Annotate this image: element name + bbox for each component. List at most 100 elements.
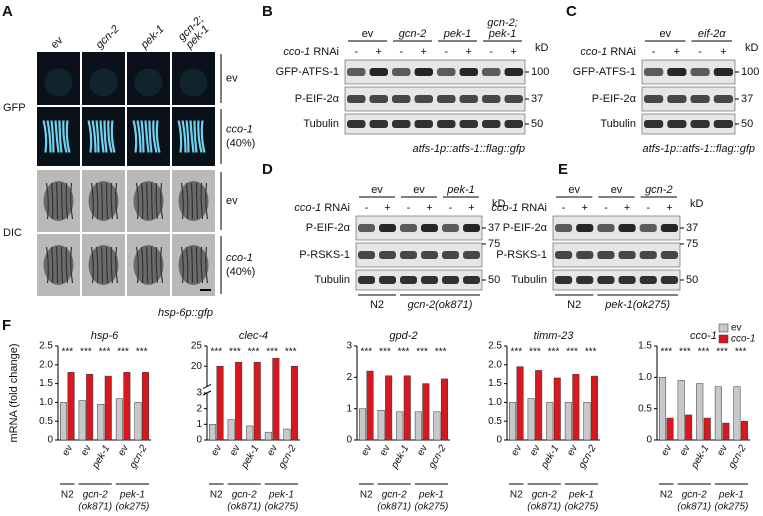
y-tick-label: 0.5 xyxy=(638,403,652,414)
bar xyxy=(123,372,131,441)
group-label: gcn-2 xyxy=(532,490,557,501)
worm-body xyxy=(110,246,114,284)
legend-swatch xyxy=(718,323,729,333)
group-allele: (ok871) xyxy=(377,502,411,513)
blot-band xyxy=(459,120,478,128)
bar xyxy=(209,424,217,441)
blot-band xyxy=(597,276,615,284)
worm-signal xyxy=(65,120,71,153)
y-tick-label: 2.5 xyxy=(39,341,53,352)
worm-body xyxy=(185,182,189,220)
worm-body xyxy=(135,182,139,220)
blot-band xyxy=(347,95,366,103)
blot-band xyxy=(459,68,478,76)
blot-band xyxy=(555,276,573,284)
blot-strip xyxy=(552,215,681,241)
worm-signal xyxy=(110,120,116,153)
blot-band xyxy=(421,224,438,232)
micrograph xyxy=(82,107,125,166)
blot-band xyxy=(639,276,657,284)
chart-title: gpd-2 xyxy=(389,330,417,342)
genotype-label: ev xyxy=(362,28,374,40)
worm-body xyxy=(100,246,104,284)
significance: *** xyxy=(379,347,391,358)
genotype-label: eif-2α xyxy=(698,28,726,40)
blot-band xyxy=(414,95,433,103)
condition-note: (40%) xyxy=(226,266,255,278)
chart-title: cco-1 xyxy=(690,330,717,342)
legend-swatch xyxy=(718,334,729,344)
significance: *** xyxy=(416,347,428,358)
genotype-label: gcn-2 xyxy=(399,28,427,40)
worm-body xyxy=(140,182,144,220)
y-tick-label: 2 xyxy=(346,372,352,383)
group-label: pek-1 xyxy=(418,490,444,501)
blot-band xyxy=(482,95,501,103)
bar xyxy=(264,431,272,441)
worm-body xyxy=(150,182,154,220)
condition-note: (40%) xyxy=(226,137,255,149)
significance: *** xyxy=(698,347,710,358)
bar xyxy=(97,404,105,441)
bar xyxy=(440,378,448,441)
lane-sign: - xyxy=(698,46,702,58)
strain-label: N2 xyxy=(567,299,581,311)
worm-body xyxy=(140,246,144,284)
significance: *** xyxy=(548,347,560,358)
x-tick-label: ev xyxy=(509,443,524,458)
bar xyxy=(86,373,94,441)
bar xyxy=(246,425,254,441)
rnai-gene: cco-1 xyxy=(283,46,310,58)
blot-strip xyxy=(355,215,483,241)
blot-band xyxy=(414,120,433,128)
rnai-text: RNAi xyxy=(313,46,339,58)
condition-label: ev xyxy=(226,195,238,207)
bar xyxy=(740,420,748,441)
worm-signal xyxy=(200,120,206,153)
kd-label: kD xyxy=(690,198,704,210)
worm-body xyxy=(155,182,159,220)
worm-body xyxy=(160,182,164,220)
significance: *** xyxy=(210,347,222,358)
worm-signal xyxy=(95,120,100,153)
worm-body xyxy=(50,246,54,284)
bar xyxy=(141,372,149,441)
blot-band xyxy=(463,251,480,259)
lane-sign: + xyxy=(582,202,588,214)
blot-row-label: P-EIF-2α xyxy=(306,222,351,234)
worm-signal xyxy=(91,120,97,153)
footer: atfs-1p::atfs-1::flag::gfp xyxy=(412,143,525,155)
worm-body xyxy=(110,182,114,220)
worm-body xyxy=(55,246,59,284)
x-tick-label: gcn-2 xyxy=(277,443,299,471)
lane-sign: + xyxy=(384,202,390,214)
column-header: pek-1 xyxy=(138,23,167,52)
x-tick-label: pek-1 xyxy=(539,443,562,471)
kd-label: kD xyxy=(535,42,549,54)
blot-band xyxy=(644,68,664,76)
x-tick-label: ev xyxy=(659,443,674,458)
bar xyxy=(553,377,561,441)
worm-signal xyxy=(181,120,187,153)
rnai-label: cco-1 RNAi xyxy=(491,202,547,214)
y-tick-label: 3 xyxy=(346,341,352,352)
worm-body xyxy=(195,182,199,220)
rnai-text: RNAi xyxy=(610,46,636,58)
lane-sign: - xyxy=(365,202,369,214)
blot-band xyxy=(576,276,594,284)
bar xyxy=(677,380,685,441)
group-label: N2 xyxy=(210,490,223,501)
channel-label: DIC xyxy=(3,227,22,239)
chart-title: clec-4 xyxy=(239,330,268,342)
blot-row-label: Tubulin xyxy=(600,118,636,130)
y-tick-label: 20 xyxy=(191,361,203,372)
group-label: pek-1 xyxy=(718,490,744,501)
blot-band xyxy=(392,68,411,76)
genotype-label: ev xyxy=(659,28,671,40)
worm-body xyxy=(65,246,69,284)
group-label: gcn-2 xyxy=(382,490,407,501)
legend-label: ev xyxy=(731,323,742,334)
marker-label: 50 xyxy=(531,118,543,130)
genotype-label: ev xyxy=(371,184,383,196)
worm-signal xyxy=(193,120,198,153)
